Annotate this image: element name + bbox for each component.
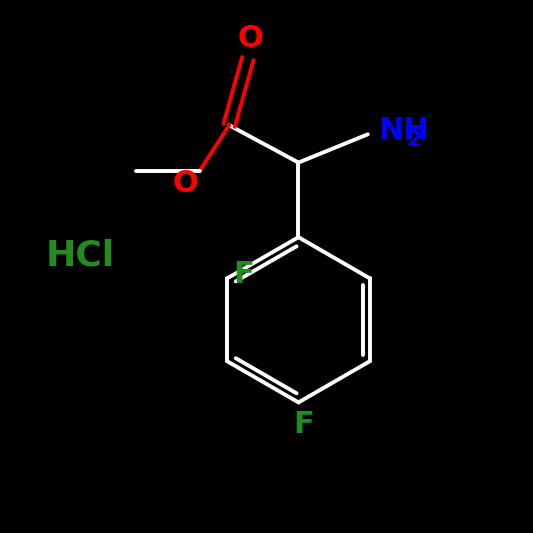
Text: O: O: [172, 169, 198, 198]
Text: O: O: [238, 24, 263, 53]
Text: F: F: [233, 260, 254, 289]
Text: F: F: [294, 410, 314, 439]
Text: 2: 2: [406, 130, 422, 150]
Text: HCl: HCl: [45, 239, 115, 273]
Text: NH: NH: [378, 116, 429, 145]
